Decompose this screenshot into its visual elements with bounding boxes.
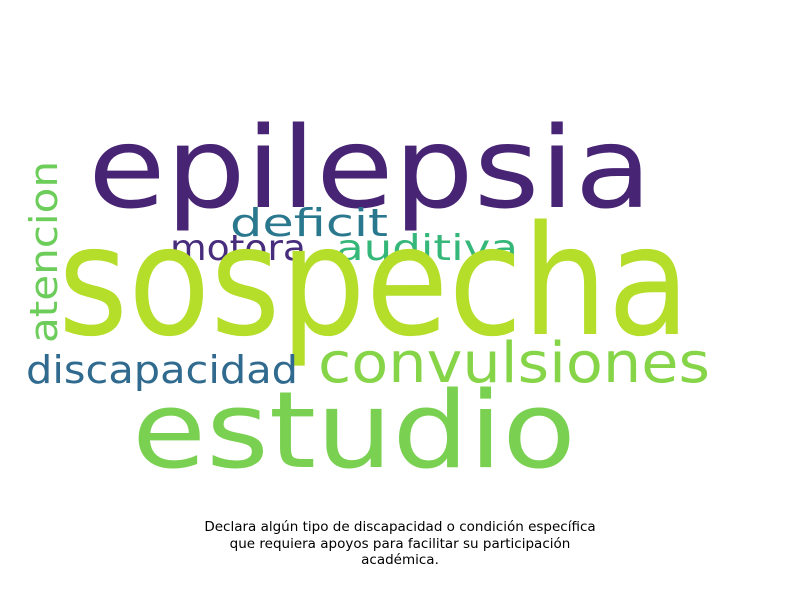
word-sospecha: sospecha [58, 193, 690, 370]
word-motora: motora [170, 228, 306, 269]
word-atencion: atencion [22, 161, 66, 343]
caption-line-2: que requiera apoyos para facilitar su pa… [229, 535, 571, 552]
word-auditiva: auditiva [336, 228, 518, 269]
word-epilepsia: epilepsia [88, 104, 652, 234]
word-discapacidad: discapacidad [26, 348, 298, 392]
figure-caption: Declara algún tipo de discapacidad o con… [150, 519, 650, 569]
caption-line-3: académica. [361, 552, 439, 568]
word-estudio: estudio [132, 369, 576, 492]
word-deficit: deficit [230, 201, 388, 245]
caption-line-1: Declara algún tipo de discapacidad o con… [204, 519, 596, 535]
word-convulsiones: convulsiones [318, 331, 710, 396]
